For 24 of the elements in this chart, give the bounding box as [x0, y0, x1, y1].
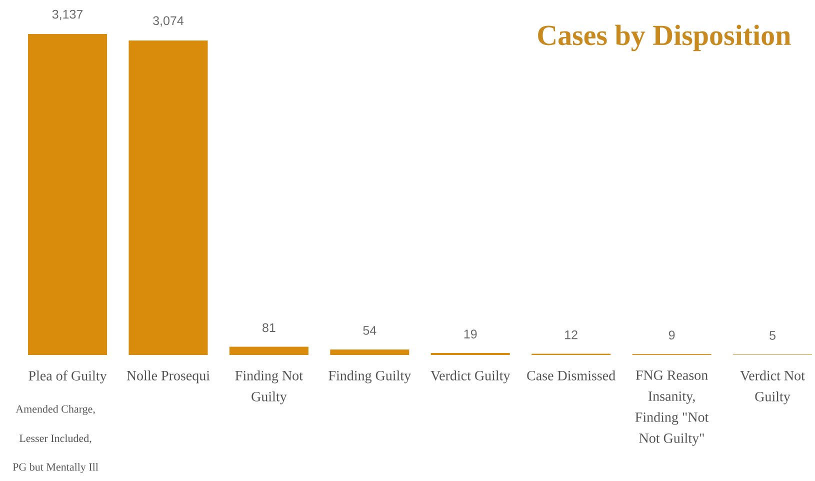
- data-label: 12: [565, 330, 578, 340]
- data-label: 5: [770, 331, 776, 340]
- x-tick-label: Verdict Not Guilty: [740, 370, 805, 404]
- data-label: 19: [464, 330, 477, 338]
- x-tick-label: Case Dismissed: [527, 370, 616, 380]
- data-label: 3,074: [153, 16, 184, 27]
- data-label: 54: [363, 326, 376, 335]
- data-label: 3,137: [52, 10, 83, 20]
- x-tick-label: FNG Reason Insanity, Finding "Not Not Guilty": [635, 370, 709, 446]
- data-label: 9: [668, 330, 675, 340]
- x-tick-label: Nolle Prosequi: [126, 370, 210, 384]
- data-label: 81: [262, 323, 276, 332]
- bar: [330, 349, 410, 355]
- x-tick-label: Verdict Guilty: [430, 370, 510, 384]
- chart-title: Cases by Disposition: [538, 24, 791, 52]
- x-tick-label: Finding Guilty: [328, 370, 412, 384]
- bar: [28, 34, 108, 355]
- bar: [128, 40, 208, 355]
- text: Amended Charge,: [16, 404, 95, 415]
- bar: [229, 346, 308, 355]
- text: Lesser Included,: [19, 434, 92, 444]
- x-tick-label: Plea of Guilty: [28, 370, 107, 384]
- x-tick-label: Finding Not Guilty: [235, 370, 303, 404]
- text: PG but Mentally Ill: [12, 462, 98, 473]
